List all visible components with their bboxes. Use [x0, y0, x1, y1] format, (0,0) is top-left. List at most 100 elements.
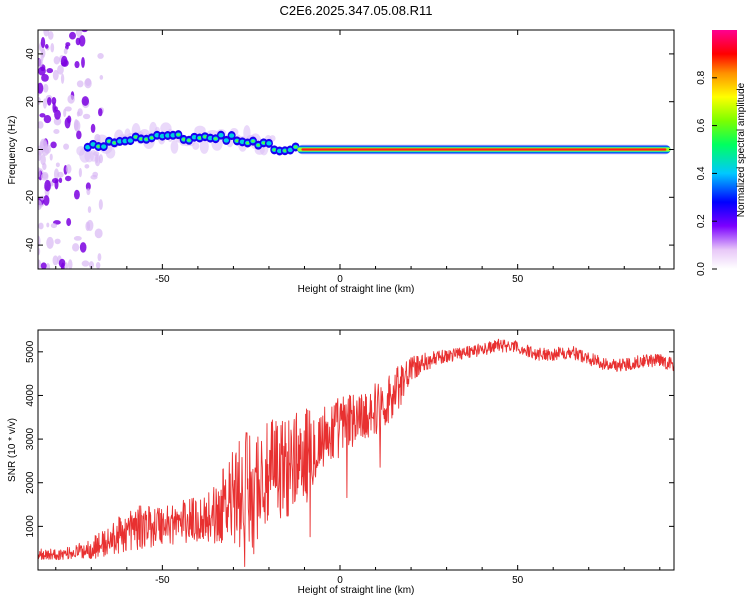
noise-blob [57, 171, 64, 178]
ridge-blob-green [198, 136, 202, 140]
noise-blob [43, 195, 50, 206]
ridge-blob-green [203, 135, 207, 138]
noise-blob [44, 44, 49, 49]
ridge-blob-green [150, 136, 154, 140]
ridge-halo [192, 142, 200, 150]
spectrogram-ytick-label: 20 [25, 96, 36, 108]
spectrogram-ytick-label: -20 [25, 190, 36, 205]
snr-plot-area [38, 330, 674, 570]
ridge-blob-cyan [85, 145, 91, 150]
noise-blob [97, 253, 102, 262]
noise-blob [81, 96, 90, 106]
colorbar-tick-label: 0.8 [696, 70, 707, 84]
noise-blob [40, 195, 45, 201]
ridge-blob-cyan [90, 142, 96, 147]
noise-blob [82, 113, 91, 120]
noise-blob [72, 243, 80, 252]
ridge-halo [96, 134, 108, 144]
noise-blob [38, 259, 42, 269]
ridge-halo [170, 140, 179, 154]
noise-blob [94, 228, 103, 239]
noise-blob [46, 67, 54, 74]
noise-blob [63, 108, 67, 118]
ridge-blob-cyan [127, 138, 133, 143]
noise-blob [67, 259, 73, 269]
noise-blob [38, 58, 43, 68]
noise-blob [97, 53, 104, 59]
noise-blob [57, 64, 64, 75]
noise-blob [41, 73, 49, 82]
noise-blob [81, 30, 88, 33]
colorbar-tick-label: 0.0 [696, 262, 707, 276]
noise-blob [50, 141, 57, 149]
noise-blob [90, 123, 96, 133]
noise-blob [92, 171, 99, 178]
noise-blob [38, 82, 44, 94]
colorbar: 0.0 0.2 0.4 0.6 0.8 Normalized spectral ampl… [696, 30, 747, 276]
noise-blob [87, 206, 92, 213]
ridge-blob-cyan [154, 133, 160, 138]
ridge-halo [105, 146, 116, 159]
noise-blob [47, 31, 54, 40]
colorbar-tick-label: 0.6 [696, 118, 707, 132]
noise-blob [58, 258, 66, 268]
noise-blob [84, 164, 90, 169]
ridge-blob-green [96, 145, 101, 148]
band-core [301, 148, 667, 151]
noise-blob [86, 188, 91, 196]
noise-blob [50, 223, 58, 229]
snr-ytick-label: 5000 [25, 340, 36, 363]
noise-blob [95, 262, 101, 269]
noise-blob [63, 143, 70, 150]
ridge-blob-cyan [229, 133, 235, 138]
snr-xtick-label: -50 [155, 575, 170, 586]
noise-blob [74, 120, 81, 132]
noise-blob [38, 151, 42, 161]
ridge-blob-green [251, 139, 255, 143]
noise-blob [88, 261, 94, 269]
noise-blob [84, 78, 92, 89]
noise-blob [44, 179, 51, 192]
noise-blob [76, 111, 80, 117]
ridge-blob-cyan [239, 139, 245, 145]
noise-blob [53, 56, 60, 65]
snr-frame [37, 329, 675, 571]
noise-blob [51, 177, 59, 184]
noise-blob [40, 154, 46, 166]
ridge-blob-cyan [165, 133, 171, 138]
noise-blob [43, 30, 50, 37]
noise-blob [81, 260, 90, 267]
ridge-blob-cyan [170, 133, 176, 138]
snr-ytick-label: 2000 [25, 471, 36, 494]
noise-blob [40, 262, 47, 269]
colorbar-tick-label: 0.4 [696, 166, 707, 180]
noise-blob [66, 218, 72, 227]
ridge-blob-green [214, 137, 218, 140]
noise-blob [64, 106, 72, 112]
noise-blob [65, 175, 72, 182]
snr-xtick-label: 0 [337, 575, 343, 586]
snr-ytick-label: 1000 [25, 515, 36, 538]
noise-blob [54, 109, 61, 120]
spectrogram-ytick-label: 0 [25, 146, 36, 152]
noise-blob [69, 31, 76, 40]
noise-blob [99, 75, 104, 80]
ridge-blob-cyan [277, 148, 283, 154]
ridge-halo [199, 139, 209, 154]
noise-blob [45, 263, 51, 269]
chart-title: C2E6.2025.347.05.08.R11 [280, 3, 433, 18]
noise-blob [38, 121, 44, 129]
colorbar-tick-label: 0.2 [696, 214, 707, 228]
colorbar-label: Normalized spectral amplitude [736, 82, 747, 217]
noise-blob [53, 128, 60, 134]
noise-blob [52, 69, 59, 81]
noise-blob [46, 236, 54, 249]
spectrogram-axes: -50 0 50 -40 -20 0 20 40 [25, 30, 674, 285]
noise-blob [54, 238, 61, 245]
ridge-blob-green [293, 145, 298, 149]
noise-blob [55, 162, 60, 168]
ridge-blob-cyan [287, 147, 293, 153]
noise-blob [38, 199, 43, 211]
ridge-blob-green [182, 138, 186, 141]
